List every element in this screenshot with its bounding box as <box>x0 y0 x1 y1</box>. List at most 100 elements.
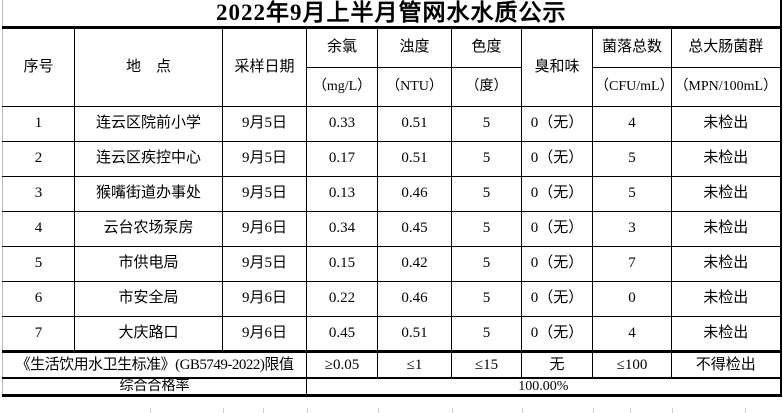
cell-chlorine: 0.33 <box>306 105 378 142</box>
cell-chlorine: 0.17 <box>306 140 378 177</box>
cell-color: 5 <box>451 105 522 142</box>
col-header-odor: 臭和味 <box>521 26 593 107</box>
pass-rate-value: 100.00% <box>305 377 782 398</box>
cell-colony: 0 <box>592 280 672 317</box>
cell-turbidity: 0.51 <box>377 140 452 177</box>
limit-coliform: 不得检出 <box>670 349 782 379</box>
cell-index: 5 <box>2 245 75 282</box>
cell-turbidity: 0.45 <box>377 210 452 247</box>
cell-color: 5 <box>451 140 522 177</box>
cell-chlorine: 0.34 <box>306 210 378 247</box>
col-unit-chlorine: （mg/L） <box>306 66 378 107</box>
limit-odor: 无 <box>521 349 593 379</box>
col-header-index: 序号 <box>2 26 75 107</box>
cell-chlorine: 0.15 <box>306 245 378 282</box>
cell-odor: 0（无） <box>521 105 593 142</box>
cell-location: 市供电局 <box>74 245 223 282</box>
limit-label: 《生活饮用水卫生标准》(GB5749-2022)限值 <box>2 349 307 379</box>
col-header-date: 采样日期 <box>222 26 307 107</box>
col-unit-turbidity: （NTU） <box>377 66 452 107</box>
header-row-units: （mg/L） （NTU） （度） （CFU/mL） （MPN/100mL） <box>3 66 782 107</box>
cell-colony: 4 <box>592 315 672 352</box>
cell-chlorine: 0.13 <box>306 175 378 212</box>
title-row: 2022年9月上半月管网水水质公示 <box>1 0 782 29</box>
limit-chlorine: ≥0.05 <box>306 349 378 379</box>
water-quality-table: 2022年9月上半月管网水水质公示 序号 地 点 采样日期 余氯 浊度 色度 臭… <box>1 0 782 398</box>
cell-odor: 0（无） <box>521 245 593 282</box>
cell-index: 7 <box>2 315 75 352</box>
cell-turbidity: 0.46 <box>377 280 452 317</box>
limit-colony: ≤100 <box>592 349 672 379</box>
col-unit-colony: （CFU/mL） <box>592 66 672 107</box>
col-header-colony: 菌落总数 <box>592 26 672 68</box>
cell-coliform: 未检出 <box>670 245 782 282</box>
cell-location: 连云区疾控中心 <box>74 140 223 177</box>
col-header-turbidity: 浊度 <box>377 26 452 68</box>
cell-odor: 0（无） <box>521 140 593 177</box>
cell-date: 9月6日 <box>222 315 307 352</box>
cell-date: 9月6日 <box>222 280 307 317</box>
cell-turbidity: 0.46 <box>377 175 452 212</box>
col-unit-color: （度） <box>451 66 522 107</box>
cell-date: 9月5日 <box>222 140 307 177</box>
table-row: 6 市安全局 9月6日 0.22 0.46 5 0（无） 0 未检出 <box>2 280 782 317</box>
cell-odor: 0（无） <box>521 210 593 247</box>
table-row: 2 连云区疾控中心 9月5日 0.17 0.51 5 0（无） 5 未检出 <box>2 140 782 177</box>
cell-location: 云台农场泵房 <box>74 210 223 247</box>
cell-odor: 0（无） <box>521 175 593 212</box>
table-row: 1 连云区院前小学 9月5日 0.33 0.51 5 0（无） 4 未检出 <box>2 105 782 142</box>
cell-index: 3 <box>2 175 75 212</box>
cell-turbidity: 0.51 <box>377 315 452 352</box>
cell-chlorine: 0.45 <box>306 315 378 352</box>
limit-turbidity: ≤1 <box>377 349 452 379</box>
limit-color: ≤15 <box>451 349 522 379</box>
cell-location: 市安全局 <box>74 280 223 317</box>
pass-rate-row: 综合合格率 100.00% <box>2 377 782 398</box>
col-header-color: 色度 <box>451 26 522 68</box>
cell-index: 2 <box>2 140 75 177</box>
cell-chlorine: 0.22 <box>306 280 378 317</box>
cell-colony: 5 <box>592 175 672 212</box>
cell-location: 猴嘴街道办事处 <box>74 175 223 212</box>
cell-odor: 0（无） <box>521 315 593 352</box>
cell-coliform: 未检出 <box>670 315 782 352</box>
cell-color: 5 <box>451 210 522 247</box>
cell-turbidity: 0.42 <box>377 245 452 282</box>
cell-date: 9月5日 <box>222 175 307 212</box>
col-header-chlorine: 余氯 <box>306 26 378 68</box>
cell-coliform: 未检出 <box>670 210 782 247</box>
cell-coliform: 未检出 <box>670 280 782 317</box>
standard-limit-row: 《生活饮用水卫生标准》(GB5749-2022)限值 ≥0.05 ≤1 ≤15 … <box>2 349 782 379</box>
cell-colony: 7 <box>592 245 672 282</box>
cell-date: 9月6日 <box>222 210 307 247</box>
cell-location: 连云区院前小学 <box>74 105 223 142</box>
cell-color: 5 <box>451 280 522 317</box>
cell-odor: 0（无） <box>521 280 593 317</box>
table-row: 5 市供电局 9月5日 0.15 0.42 5 0（无） 7 未检出 <box>2 245 782 282</box>
cell-index: 4 <box>2 210 75 247</box>
page-title: 2022年9月上半月管网水水质公示 <box>1 0 782 29</box>
table-row: 7 大庆路口 9月6日 0.45 0.51 5 0（无） 4 未检出 <box>2 315 782 352</box>
col-header-coliform: 总大肠菌群 <box>670 26 782 68</box>
cell-colony: 5 <box>592 140 672 177</box>
cell-index: 6 <box>2 280 75 317</box>
cell-coliform: 未检出 <box>670 105 782 142</box>
cell-color: 5 <box>451 315 522 352</box>
cell-date: 9月5日 <box>222 245 307 282</box>
table-row: 4 云台农场泵房 9月6日 0.34 0.45 5 0（无） 3 未检出 <box>2 210 782 247</box>
col-unit-coliform: （MPN/100mL） <box>670 66 782 107</box>
header-row-names: 序号 地 点 采样日期 余氯 浊度 色度 臭和味 菌落总数 总大肠菌群 <box>2 26 782 107</box>
cell-colony: 4 <box>592 105 672 142</box>
cell-color: 5 <box>451 245 522 282</box>
table-row: 3 猴嘴街道办事处 9月5日 0.13 0.46 5 0（无） 5 未检出 <box>2 175 782 212</box>
cell-turbidity: 0.51 <box>377 105 452 142</box>
cell-coliform: 未检出 <box>670 140 782 177</box>
cell-location: 大庆路口 <box>74 315 223 352</box>
col-header-location: 地 点 <box>74 26 223 107</box>
cell-coliform: 未检出 <box>670 175 782 212</box>
cell-color: 5 <box>451 175 522 212</box>
cell-colony: 3 <box>592 210 672 247</box>
cell-index: 1 <box>2 105 75 142</box>
pass-rate-label: 综合合格率 <box>2 377 307 398</box>
cell-date: 9月5日 <box>222 105 307 142</box>
